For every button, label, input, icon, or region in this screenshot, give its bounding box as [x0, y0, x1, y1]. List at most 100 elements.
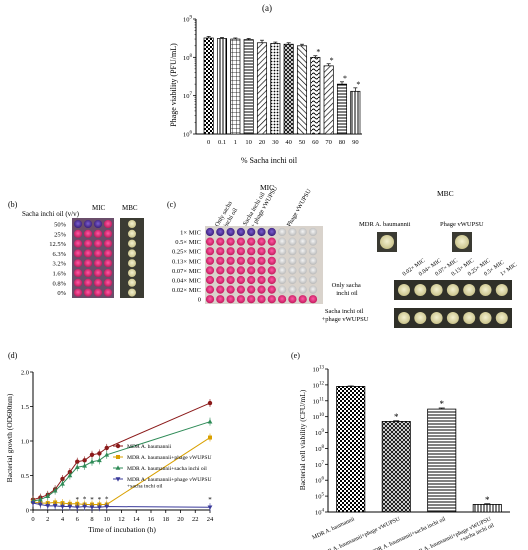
panel-b-row-label: 3.2%: [52, 261, 66, 268]
panel-d-point: [75, 459, 80, 464]
panel-a-bar: [243, 39, 254, 135]
panel-d-point: [60, 504, 65, 510]
panel-c-mic-well: [308, 295, 318, 304]
panel-c-mic-well: [257, 275, 266, 285]
panel-c-mic-well: [257, 227, 266, 237]
panel-c-mbc-colony-row1: [398, 284, 410, 296]
panel-a-x-tick-label: 0: [207, 139, 210, 146]
panel-c-mic-well: [247, 285, 256, 294]
panel-c-mic-well: [278, 227, 287, 237]
panel-e-y-tick-label: 106: [315, 477, 325, 485]
panel-b-mbc-colony: [128, 220, 136, 228]
panel-c-mbc-colony-row1: [446, 284, 459, 296]
panel-c-mic-well: [236, 295, 245, 304]
panel-c-mic-well: [267, 275, 276, 285]
panel-b-mbc-colony: [128, 278, 136, 287]
panel-e-y-tick-label: 104: [315, 509, 325, 517]
panel-a-x-axis-label: % Sacha inchi oil: [241, 156, 298, 165]
panel-c-wells: [205, 227, 318, 304]
panel-d-point: [89, 505, 95, 510]
panel-c-mic-well: [288, 295, 297, 304]
panel-c-mic-well: [226, 295, 235, 304]
panel-b-mic-well: [74, 239, 82, 248]
panel-d-x-tick-label: 10: [104, 516, 111, 523]
panel-c-mic-well: [278, 275, 287, 285]
panel-e-y-tick-label: 1010: [313, 413, 325, 421]
panel-c-mic-well: [216, 275, 225, 285]
panel-d-tag: (d): [8, 351, 18, 360]
panel-a-bar: [216, 38, 228, 135]
panel-e-bar: [472, 504, 502, 513]
panel-b-mic-well: [104, 269, 112, 277]
panel-d-significance-mark: *: [83, 496, 87, 504]
panel-b-row-label: 0.8%: [52, 280, 66, 287]
panel-a-x-tick-label: 0.1: [218, 139, 226, 146]
panel-c-mic-well: [216, 285, 225, 294]
panel-b-mic-well: [74, 259, 82, 268]
panel-b-mic-well: [94, 259, 102, 268]
panel-d-x-tick-label: 16: [148, 516, 155, 523]
panel-a-y-tick-label: 108: [183, 54, 193, 62]
panel-d-y-tick-label: 1.5: [21, 404, 29, 411]
panel-c-mic-well: [236, 237, 245, 246]
panel-a-bar: [310, 56, 321, 135]
panel-c-mic-well: [236, 266, 245, 275]
panel-c-mic-well: [278, 285, 287, 294]
panel-c-mbc-title: MBC: [437, 189, 454, 198]
panel-c-mic-well: [216, 227, 225, 237]
panel-d-x-tick-label: 20: [177, 516, 184, 523]
panel-c-mic-well: [257, 256, 266, 265]
panel-a-significance-mark: *: [330, 56, 334, 65]
panel-c-mbc-colony-row2: [463, 312, 476, 324]
panel-b-mic-mbc: (b) Sacha inchi oil (v/v) MIC MBC 50% 25%…: [8, 200, 144, 298]
panel-b-row-labels: 50% 25% 12.5% 6.3% 3.2% 1.6% 0.8% 0%: [49, 222, 66, 298]
panel-a-x-tick-label: 20: [259, 139, 266, 146]
panel-b-tag: (b): [8, 200, 18, 209]
panel-b-mic-header: MIC: [92, 204, 106, 212]
panel-c-mic-well: [236, 227, 245, 237]
panel-e-bar: [381, 421, 411, 513]
panel-b-mic-well: [84, 220, 92, 228]
panel-d-line-chart: (d) Bacterial growth (OD600nm) Time of i…: [5, 351, 214, 534]
panel-d-series-line: [32, 402, 211, 501]
panel-c-mic-well: [247, 237, 256, 246]
panel-d-point: [208, 435, 212, 440]
panel-d-point: [67, 504, 73, 510]
panel-c-mbc-colony-row2: [430, 312, 443, 324]
panel-c-mic-well: [226, 237, 235, 246]
panel-c-mic-well: [267, 285, 276, 294]
panel-a-bar: [296, 45, 308, 135]
panel-b-mic-well: [74, 278, 82, 287]
panel-c-mic-well: [236, 275, 245, 285]
panel-c-mic-well: [288, 275, 297, 285]
panel-c-mic-well: [247, 227, 256, 237]
panel-d-point: [89, 452, 95, 457]
panel-c-row-label: 0.5× MIC: [175, 239, 201, 246]
panel-d-point: [60, 476, 65, 482]
panel-d-x-tick-label: 12: [118, 516, 125, 523]
panel-c-mic-well: [267, 295, 276, 304]
panel-b-mic-well: [94, 288, 102, 297]
panel-c-mic-well: [278, 237, 287, 246]
panel-c-mic-well: [298, 227, 307, 237]
panel-c-mic-well: [288, 247, 297, 256]
panel-c-row-label: 0.02× MIC: [172, 287, 201, 294]
panel-d-point: [97, 451, 102, 456]
panel-c-mic-well: [278, 295, 287, 304]
panel-c-mic-well: [247, 295, 256, 304]
panel-b-mic-well: [84, 249, 92, 258]
panel-a-x-tick-label: 90: [352, 139, 359, 146]
panel-e-y-tick-label: 105: [315, 493, 325, 501]
panel-d-x-tick-label: 14: [133, 516, 140, 523]
panel-c-mic-well: [226, 266, 235, 275]
panel-c-col-phage: Phage vWUPSU: [286, 188, 313, 228]
panel-b-mic-well: [104, 239, 112, 248]
panel-e-y-tick-label: 1013: [313, 366, 325, 374]
panel-c-row-label: 0.25× MIC: [172, 249, 201, 256]
panel-c-mic-well: [298, 295, 307, 304]
panel-a-bar: [203, 37, 214, 135]
panel-e-x-tick-label: MDR A. baumannii+phage vWUPSU+sacha inch…: [410, 516, 496, 550]
panel-b-mic-well: [104, 288, 112, 297]
